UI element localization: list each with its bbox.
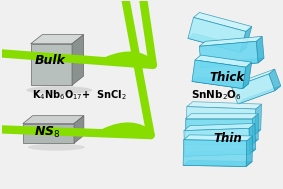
Polygon shape: [72, 35, 83, 85]
Polygon shape: [185, 119, 252, 144]
Polygon shape: [243, 62, 252, 89]
Polygon shape: [232, 74, 275, 104]
Polygon shape: [183, 140, 247, 167]
Polygon shape: [249, 123, 256, 154]
Polygon shape: [184, 128, 250, 156]
Polygon shape: [252, 114, 258, 144]
Polygon shape: [199, 36, 262, 46]
Polygon shape: [238, 86, 281, 104]
Polygon shape: [194, 12, 252, 31]
Polygon shape: [23, 124, 74, 143]
Polygon shape: [31, 44, 72, 85]
Polygon shape: [232, 69, 275, 88]
Polygon shape: [188, 17, 246, 52]
Text: NS$_8$: NS$_8$: [34, 125, 61, 140]
Text: K$_4$Nb$_6$O$_{17}$+  SnCl$_2$: K$_4$Nb$_6$O$_{17}$+ SnCl$_2$: [32, 88, 126, 102]
Polygon shape: [186, 107, 256, 135]
Polygon shape: [186, 127, 261, 135]
Polygon shape: [199, 41, 258, 68]
Ellipse shape: [28, 144, 85, 151]
Polygon shape: [195, 55, 252, 67]
Polygon shape: [184, 123, 255, 131]
Text: Bulk: Bulk: [35, 54, 66, 67]
FancyArrowPatch shape: [0, 0, 151, 135]
Polygon shape: [185, 139, 258, 144]
Polygon shape: [192, 60, 246, 89]
Polygon shape: [201, 58, 264, 68]
Text: Thin: Thin: [213, 132, 242, 145]
Polygon shape: [240, 26, 252, 52]
Polygon shape: [74, 116, 84, 143]
FancyArrowPatch shape: [0, 0, 153, 65]
Polygon shape: [192, 77, 249, 89]
Polygon shape: [187, 102, 262, 109]
Polygon shape: [256, 36, 264, 63]
Polygon shape: [255, 104, 262, 135]
Polygon shape: [183, 160, 252, 167]
Polygon shape: [246, 136, 252, 167]
Ellipse shape: [26, 86, 92, 94]
Polygon shape: [184, 135, 252, 141]
Text: SnNb$_2$O$_6$: SnNb$_2$O$_6$: [191, 88, 243, 102]
Polygon shape: [185, 114, 258, 119]
Polygon shape: [269, 69, 281, 91]
Text: Thick: Thick: [209, 71, 244, 84]
Polygon shape: [31, 35, 83, 44]
Polygon shape: [23, 116, 84, 124]
Polygon shape: [185, 149, 256, 156]
Polygon shape: [188, 33, 246, 52]
